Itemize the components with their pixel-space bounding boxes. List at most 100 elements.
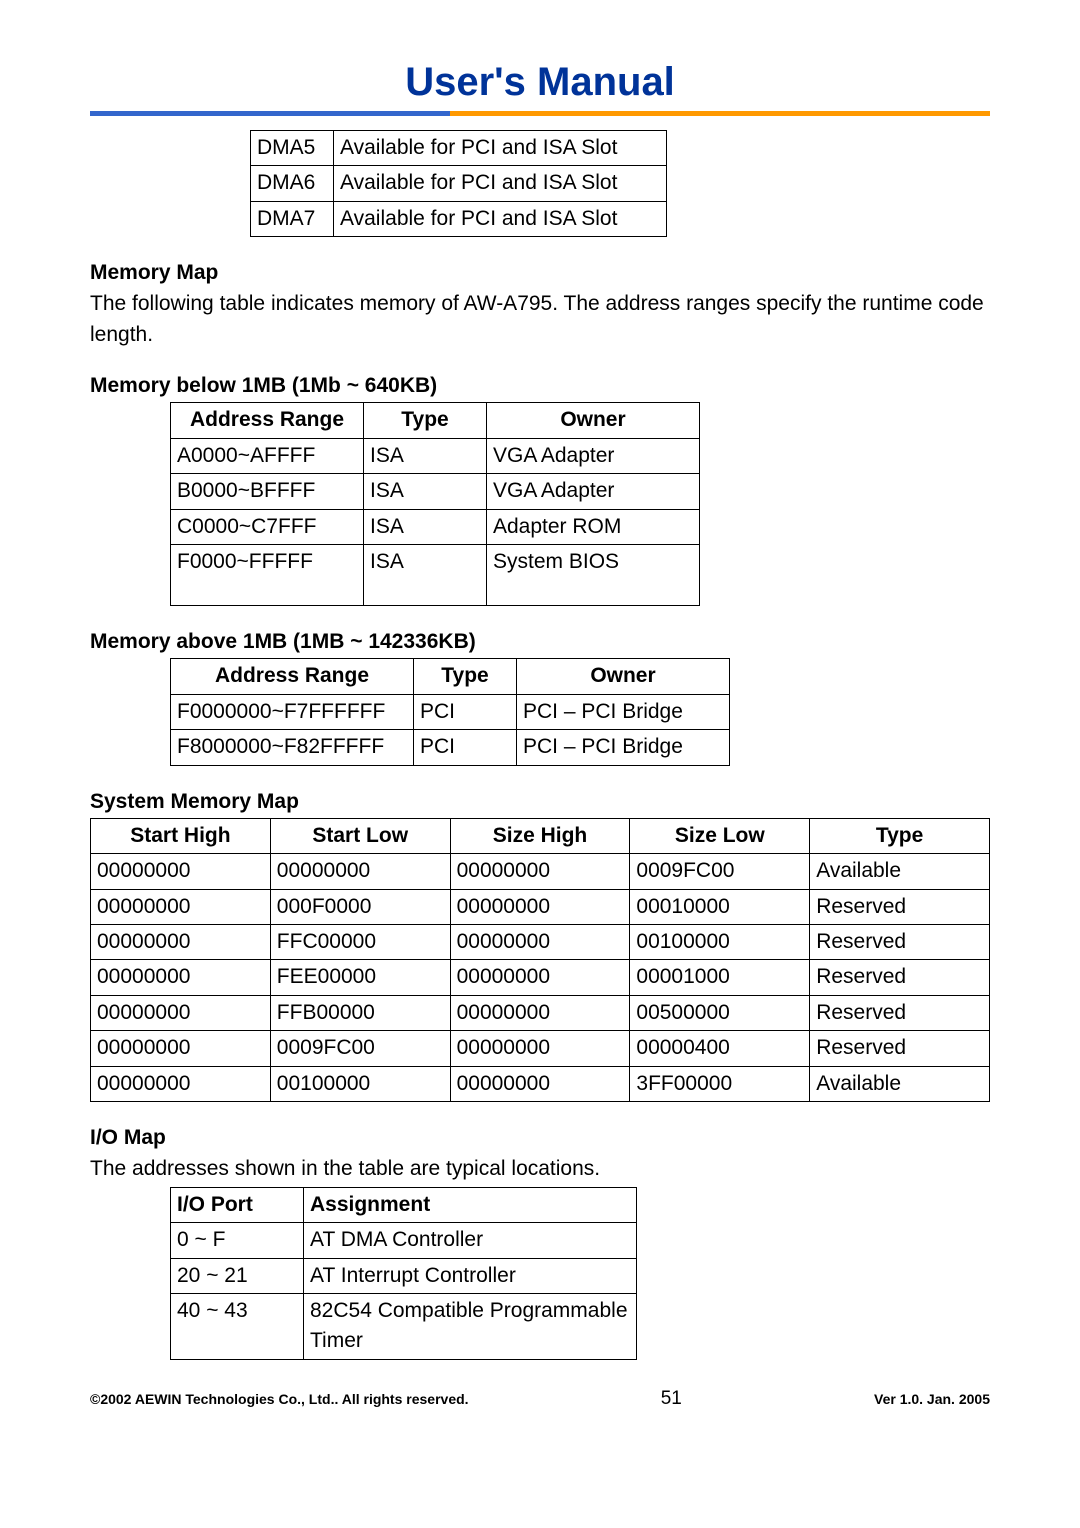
table-header: Type [364, 403, 487, 438]
table-cell: AT Interrupt Controller [304, 1258, 637, 1293]
table-row: C0000~C7FFFISAAdapter ROM [171, 509, 700, 544]
table-cell: VGA Adapter [487, 474, 700, 509]
title-rule [90, 111, 990, 116]
table-row: 00000000FFC000000000000000100000Reserved [91, 925, 990, 960]
table-cell: F8000000~F82FFFFF [171, 730, 414, 765]
table-header: Address Range [171, 659, 414, 694]
table-cell: FFB00000 [270, 995, 450, 1030]
table-cell: C0000~C7FFF [171, 509, 364, 544]
table-cell: 0009FC00 [630, 854, 810, 889]
table-cell: 00000000 [91, 889, 271, 924]
table-cell: ISA [364, 474, 487, 509]
table-row: 00000000FEE000000000000000001000Reserved [91, 960, 990, 995]
table-cell: Reserved [810, 995, 990, 1030]
table-header: Type [414, 659, 517, 694]
table-cell: Available for PCI and ISA Slot [334, 201, 667, 236]
table-row: DMA6Available for PCI and ISA Slot [251, 166, 667, 201]
table-cell: 00000000 [450, 854, 630, 889]
table-cell: ISA [364, 509, 487, 544]
table-cell: 00100000 [630, 925, 810, 960]
table-cell: Available [810, 854, 990, 889]
table-cell: 20 ~ 21 [171, 1258, 304, 1293]
mem-above-table: Address RangeTypeOwner F0000000~F7FFFFFF… [170, 658, 730, 765]
table-row: 000000000009FC000000000000000400Reserved [91, 1031, 990, 1066]
table-cell: ISA [364, 438, 487, 473]
table-cell: Available for PCI and ISA Slot [334, 166, 667, 201]
table-cell: Reserved [810, 960, 990, 995]
io-table: I/O PortAssignment 0 ~ FAT DMA Controlle… [170, 1187, 637, 1360]
table-row: 0000000000000000000000000009FC00Availabl… [91, 854, 990, 889]
io-heading: I/O Map [90, 1126, 990, 1150]
table-header: I/O Port [171, 1187, 304, 1222]
table-header: Owner [487, 403, 700, 438]
rule-orange [450, 111, 990, 116]
table-row: B0000~BFFFFISAVGA Adapter [171, 474, 700, 509]
table-cell: F0000~FFFFF [171, 544, 364, 605]
table-row: 0000000000100000000000003FF00000Availabl… [91, 1066, 990, 1101]
table-header: Owner [517, 659, 730, 694]
table-cell: 00100000 [270, 1066, 450, 1101]
table-header: Type [810, 818, 990, 853]
table-header: Assignment [304, 1187, 637, 1222]
table-cell: System BIOS [487, 544, 700, 605]
footer-page-number: 51 [661, 1388, 682, 1410]
page-title: User's Manual [90, 60, 990, 105]
table-cell: PCI – PCI Bridge [517, 694, 730, 729]
dma-table: DMA5Available for PCI and ISA SlotDMA6Av… [250, 130, 667, 237]
table-cell: 00000000 [91, 854, 271, 889]
table-cell: 40 ~ 43 [171, 1293, 304, 1359]
table-row: 40 ~ 4382C54 Compatible Programmable Tim… [171, 1293, 637, 1359]
table-cell: PCI – PCI Bridge [517, 730, 730, 765]
footer-left: ©2002 AEWIN Technologies Co., Ltd.. All … [90, 1391, 469, 1407]
sys-heading: System Memory Map [90, 790, 990, 814]
table-cell: FFC00000 [270, 925, 450, 960]
table-cell: 00001000 [630, 960, 810, 995]
table-row: 00000000FFB000000000000000500000Reserved [91, 995, 990, 1030]
table-cell: DMA7 [251, 201, 334, 236]
table-row: F0000000~F7FFFFFFPCIPCI – PCI Bridge [171, 694, 730, 729]
sys-table: Start HighStart LowSize HighSize LowType… [90, 818, 990, 1103]
table-cell: 00500000 [630, 995, 810, 1030]
table-cell: ISA [364, 544, 487, 605]
table-cell: 00000000 [270, 854, 450, 889]
table-row: F8000000~F82FFFFFPCIPCI – PCI Bridge [171, 730, 730, 765]
table-cell: 00000000 [91, 960, 271, 995]
table-cell: 0009FC00 [270, 1031, 450, 1066]
table-cell: 00000000 [91, 995, 271, 1030]
table-cell: A0000~AFFFF [171, 438, 364, 473]
table-cell: Adapter ROM [487, 509, 700, 544]
page-footer: ©2002 AEWIN Technologies Co., Ltd.. All … [90, 1388, 990, 1410]
table-cell: 00000000 [450, 960, 630, 995]
table-cell: 82C54 Compatible Programmable Timer [304, 1293, 637, 1359]
page-root: User's Manual DMA5Available for PCI and … [0, 0, 1080, 1450]
table-row: A0000~AFFFFISAVGA Adapter [171, 438, 700, 473]
table-cell: PCI [414, 694, 517, 729]
table-cell: 00010000 [630, 889, 810, 924]
rule-blue [90, 111, 450, 116]
table-cell: DMA5 [251, 131, 334, 166]
table-cell: Reserved [810, 925, 990, 960]
footer-right: Ver 1.0. Jan. 2005 [874, 1391, 990, 1407]
table-cell: Available for PCI and ISA Slot [334, 131, 667, 166]
table-cell: 00000000 [450, 1031, 630, 1066]
table-cell: DMA6 [251, 166, 334, 201]
table-cell: 00000000 [450, 995, 630, 1030]
table-cell: PCI [414, 730, 517, 765]
table-cell: 00000000 [91, 925, 271, 960]
table-cell: AT DMA Controller [304, 1223, 637, 1258]
table-row: DMA7Available for PCI and ISA Slot [251, 201, 667, 236]
table-row: 00000000000F00000000000000010000Reserved [91, 889, 990, 924]
table-cell: 3FF00000 [630, 1066, 810, 1101]
table-cell: Reserved [810, 1031, 990, 1066]
mem-above-heading: Memory above 1MB (1MB ~ 142336KB) [90, 630, 990, 654]
table-header: Start High [91, 818, 271, 853]
table-cell: 00000000 [91, 1031, 271, 1066]
table-header: Size High [450, 818, 630, 853]
table-cell: Reserved [810, 889, 990, 924]
table-row: DMA5Available for PCI and ISA Slot [251, 131, 667, 166]
memory-map-text: The following table indicates memory of … [90, 289, 990, 350]
table-cell: FEE00000 [270, 960, 450, 995]
table-cell: 00000400 [630, 1031, 810, 1066]
table-cell: 00000000 [450, 889, 630, 924]
mem-below-heading: Memory below 1MB (1Mb ~ 640KB) [90, 374, 990, 398]
